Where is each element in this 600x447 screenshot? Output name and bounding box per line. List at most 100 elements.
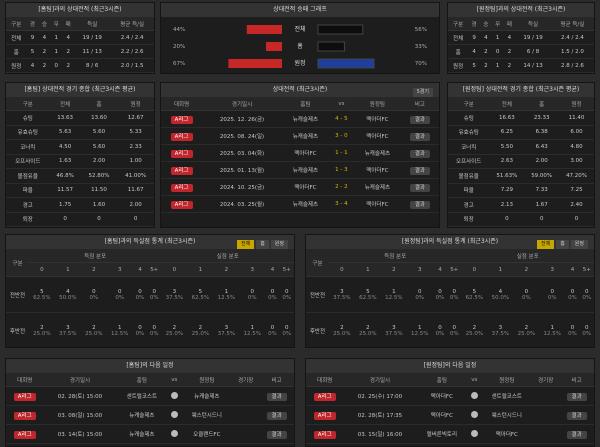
count: 1: [392, 288, 396, 295]
row-label: 홈: [448, 44, 469, 59]
cell-text: 뉴캐슬제츠: [364, 151, 391, 157]
count: 0: [570, 324, 575, 331]
tab[interactable]: 홈: [256, 240, 269, 249]
bar-right: [317, 24, 364, 35]
cell: 12.67: [117, 110, 154, 126]
cell: [532, 424, 560, 444]
cell: 41.00%: [117, 168, 154, 184]
league-badge: A리그: [170, 150, 193, 158]
result-button[interactable]: 결과: [409, 133, 430, 141]
bar-right: [317, 41, 345, 52]
panel-title: [원정팀]과의 상대전적 (최근3시즌): [448, 3, 594, 17]
result-button[interactable]: 결과: [566, 393, 587, 401]
result-button[interactable]: 결과: [409, 201, 430, 209]
result-button[interactable]: 결과: [409, 150, 430, 158]
percent: 37.5%: [333, 294, 351, 301]
count: 3: [498, 324, 503, 331]
result-button[interactable]: 결과: [266, 393, 287, 401]
percent: 0%: [521, 294, 531, 301]
row-label: 전체: [6, 30, 27, 45]
column-header: 비고: [259, 373, 294, 387]
tab[interactable]: 원정: [270, 240, 288, 249]
cell: 6.38: [524, 125, 560, 140]
row-label: 전체: [448, 30, 469, 45]
percent-label: 70%: [415, 61, 427, 67]
panel: [홈팀]과의 득실점 통계 (최근3시즌) 전체 홈 원정 구분 득점 분포 실점 분포 0 1…: [5, 234, 295, 348]
cell: [232, 386, 260, 406]
panel-title-text: [원정팀] 상대전적 경기 종합 (최근3시즌 평균): [462, 86, 580, 93]
cell: 1 12.5%: [213, 276, 240, 313]
result-button[interactable]: 결과: [266, 431, 287, 439]
row-label: 파울: [448, 183, 490, 198]
column-header: 득실: [515, 17, 551, 31]
row-label: 코너킥: [6, 139, 50, 155]
column-header: 경기장: [532, 373, 560, 387]
cell: 0: [524, 212, 560, 227]
cell: 2025. 01. 13(월): [202, 161, 282, 179]
row: 슈팅 13.63 13.60 12.67: [6, 110, 154, 126]
row: A리그 2024. 03. 25(월) 뉴캐슬제츠 3 - 4 맥아더FC 결과: [161, 195, 439, 213]
cell: 3 - 4: [328, 195, 354, 213]
column-header: 대회명: [161, 97, 203, 111]
cell: 0 0%: [265, 312, 280, 347]
league-badge: A리그: [170, 133, 193, 141]
count: 0: [250, 288, 255, 295]
cell: [167, 405, 182, 425]
cell: 0 0%: [432, 276, 448, 313]
league-badge: A리그: [13, 431, 36, 439]
cell: 3.00: [559, 154, 594, 169]
cell: 5 62.5%: [187, 276, 214, 313]
column-header: 전체: [489, 97, 525, 111]
cell: 51.63%: [489, 168, 525, 184]
count: 0: [285, 324, 289, 331]
column-header: 평균 득/실: [110, 17, 154, 31]
cell: 4 50.0%: [487, 276, 514, 313]
cell: 02. 25(수) 17:00: [343, 386, 417, 406]
row: 전반전 5 62.5% 4 50.0% 0 0% 0 0% 0 0% 0 0% 3 37.5% 5 62.5% 1…: [6, 276, 294, 313]
row: 전체 9 4 1 4 19 / 19 2.4 / 2.4: [6, 30, 154, 45]
table: 구분 경 승 무 패 득실 평균 득/실 전체 9 4 1 4 19 / 19 2.4 / 2.4 홈 5 2 1…: [6, 17, 154, 73]
cell: 1 - 1: [328, 144, 354, 162]
column-header: 구분: [448, 17, 469, 31]
cell: 5: [468, 58, 480, 73]
result-button[interactable]: 결과: [566, 431, 587, 439]
cell: 2.0 / 1.5: [110, 58, 154, 73]
result-button[interactable]: 결과: [409, 116, 430, 124]
panel: [홈팀] 상대전적 경기 종합 (최근3시즌 평균) 구분 전체 홈 원정 슈팅 13.63…: [5, 82, 155, 228]
row-label: 원정: [6, 58, 27, 73]
count: 0: [585, 288, 589, 295]
tab[interactable]: 5경기: [412, 88, 433, 97]
cell: 결과: [559, 386, 594, 406]
cell: A리그: [6, 386, 44, 406]
cell: 맥아더FC: [353, 161, 401, 179]
tab[interactable]: 홈: [556, 240, 569, 249]
column-header: 구분: [6, 97, 50, 111]
result-button[interactable]: 결과: [266, 412, 287, 420]
cell-text: 1 - 3: [335, 167, 348, 173]
panel-title: 상대전적 (최근3시즌) 5경기: [161, 83, 439, 97]
league-badge: A리그: [170, 116, 193, 124]
result-button[interactable]: 결과: [566, 412, 587, 420]
row: A리그 2025. 12. 26(금) 뉴캐슬제츠 4 - 5 맥아더FC 결과: [161, 110, 439, 128]
cell: 오클랜드FC: [181, 424, 233, 444]
result-button[interactable]: 결과: [409, 184, 430, 192]
percent: 25.0%: [191, 330, 210, 337]
tab[interactable]: 전체: [236, 240, 255, 249]
cell: 5.60: [80, 139, 118, 155]
percent: 0%: [268, 294, 277, 301]
league-badge: A리그: [170, 201, 193, 209]
cell: 02. 28(토) 17:35: [343, 405, 417, 425]
cell: 0: [50, 58, 63, 73]
tab[interactable]: 원정: [570, 240, 588, 249]
panel-title-text: 상대전적 승패 그래프: [273, 6, 327, 13]
percent: 12.5%: [385, 294, 403, 301]
cell: 4: [62, 30, 75, 45]
cell-text: 2025. 08. 24(일): [219, 134, 265, 140]
tab[interactable]: 전체: [536, 240, 555, 249]
percent: 37.5%: [491, 330, 510, 337]
panel: [원정팀]의 다음 일정 대회명 경기일시 홈팀 vs 원정팀 경기장 비고 A리그 02. 25…: [305, 358, 595, 447]
percent: 25.0%: [465, 330, 484, 337]
cell: 4.50: [49, 139, 81, 155]
percent: 0%: [149, 330, 159, 337]
result-button[interactable]: 결과: [409, 167, 430, 175]
